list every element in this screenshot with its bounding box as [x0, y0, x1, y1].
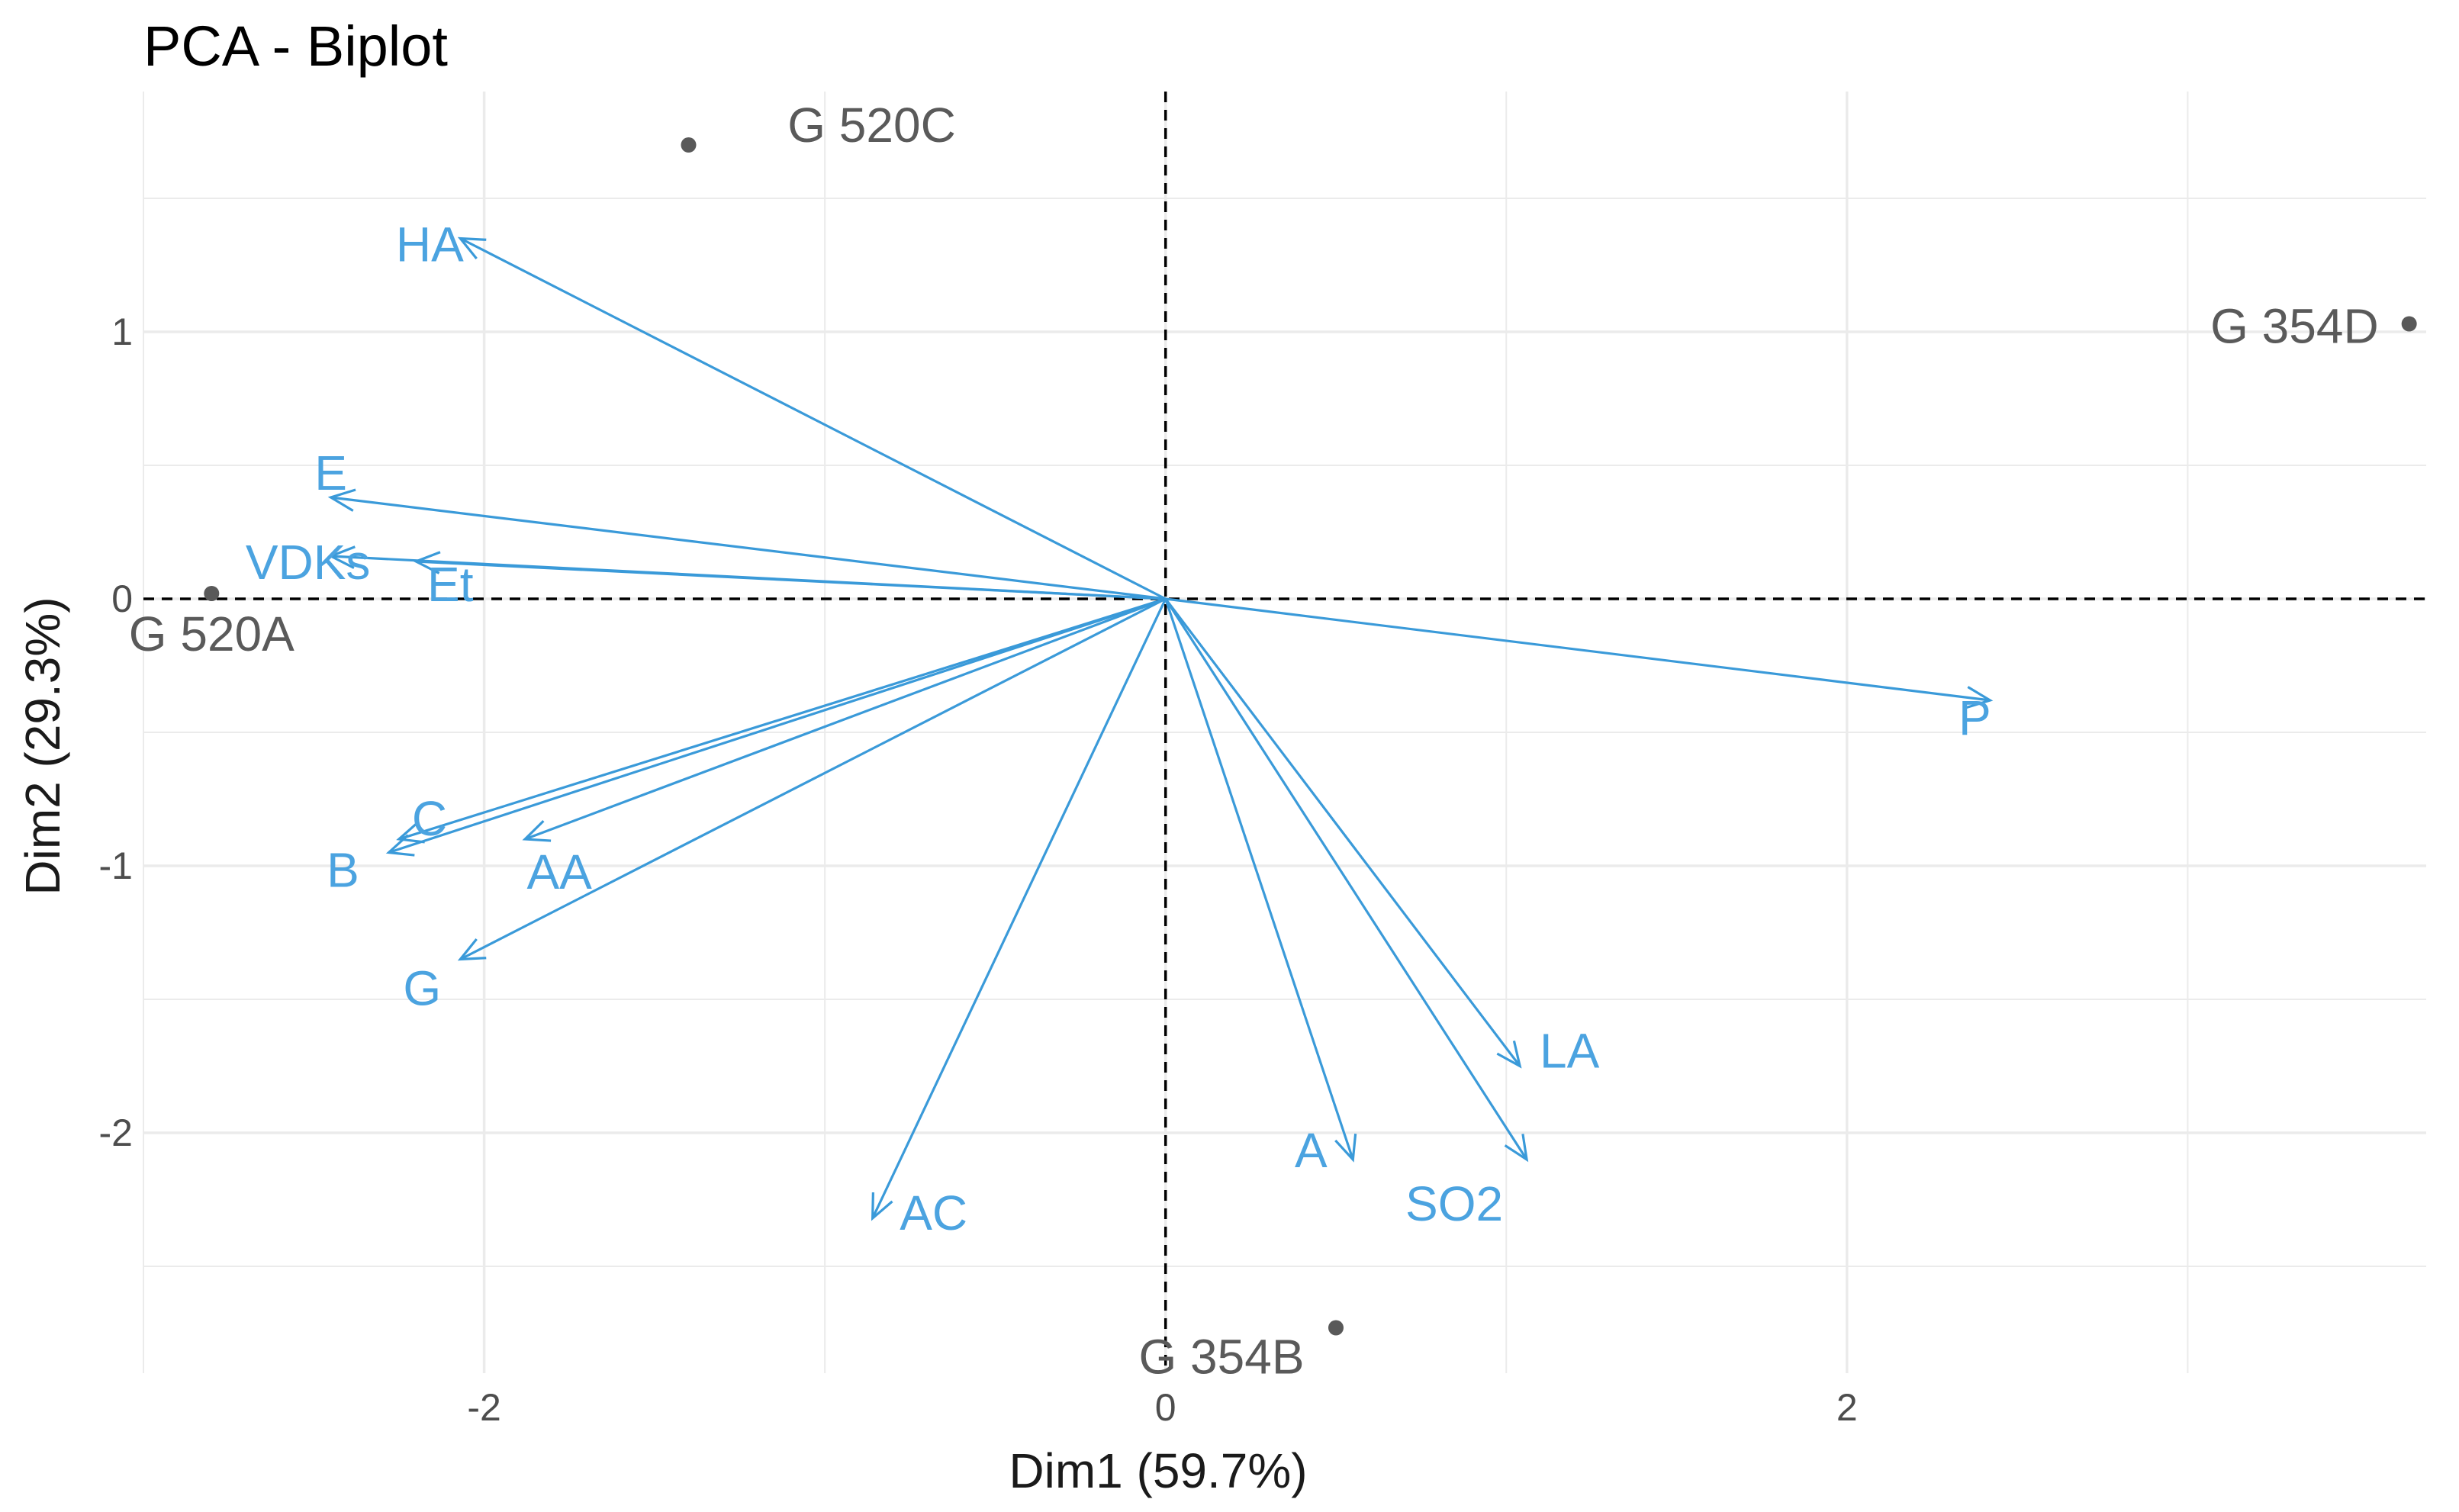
- variable-arrowhead: [457, 236, 487, 259]
- variable-arrow: [330, 496, 1166, 600]
- individual-label: G 520A: [129, 606, 295, 661]
- individual-labels: G 520C G 354D G 520A G 354B: [129, 98, 2379, 1385]
- variable-label: P: [1959, 690, 1991, 745]
- variable-arrowhead: [413, 551, 441, 574]
- variable-arrowhead: [1496, 1041, 1522, 1069]
- variable-arrow: [398, 597, 1167, 841]
- x-tick-label: 0: [1155, 1386, 1176, 1429]
- variable-label: LA: [1540, 1024, 1600, 1079]
- variable-arrow: [459, 237, 1167, 600]
- individual-point: [204, 586, 220, 601]
- x-axis-label: Dim1 (59.7%): [1009, 1443, 1307, 1498]
- y-axis-label: Dim2 (29.3%): [15, 597, 70, 895]
- x-tick-label: -2: [467, 1386, 500, 1429]
- variable-arrowhead: [1334, 1134, 1357, 1163]
- x-axis-ticks: -2 0 2: [467, 1386, 1857, 1429]
- variable-arrows: [327, 236, 1994, 1221]
- individual-label: G 354B: [1138, 1330, 1304, 1385]
- variable-arrow: [871, 598, 1167, 1219]
- variable-arrow: [1164, 598, 1521, 1067]
- individual-point: [681, 137, 697, 153]
- variable-label: SO2: [1405, 1176, 1503, 1231]
- variable-arrow: [1165, 597, 1991, 702]
- y-tick-label: -1: [99, 844, 133, 887]
- reference-lines: [143, 92, 2426, 1373]
- variable-arrowhead: [327, 545, 356, 569]
- variable-arrow: [1164, 598, 1354, 1160]
- variable-label: AC: [900, 1185, 967, 1240]
- variable-label: A: [1295, 1123, 1328, 1178]
- variable-label: B: [327, 843, 359, 898]
- variable-arrow: [416, 560, 1166, 600]
- variable-arrowhead: [327, 488, 356, 512]
- individual-label: G 520C: [787, 98, 956, 153]
- variable-arrowhead: [522, 819, 552, 842]
- y-tick-label: 0: [111, 577, 133, 620]
- individual-point: [1328, 1320, 1344, 1336]
- variable-arrowhead: [1965, 686, 1994, 709]
- variable-arrowhead: [871, 1192, 893, 1221]
- y-tick-label: -2: [99, 1111, 133, 1154]
- variable-arrowhead: [396, 821, 425, 844]
- variable-label: G: [403, 961, 441, 1016]
- individual-label: G 354D: [2210, 299, 2379, 354]
- variable-label: E: [314, 446, 347, 500]
- variable-arrow: [459, 597, 1167, 960]
- variable-arrow: [388, 597, 1167, 854]
- variable-arrow: [1164, 598, 1528, 1160]
- variable-arrowhead: [1504, 1134, 1529, 1163]
- variable-arrow: [524, 597, 1167, 841]
- y-tick-label: 1: [111, 310, 133, 353]
- individual-points: [204, 137, 2417, 1336]
- variable-label: Et: [427, 557, 474, 612]
- variable-arrowhead: [385, 834, 415, 857]
- variable-arrowhead: [457, 938, 487, 961]
- variable-label: VDKs: [246, 535, 371, 590]
- y-axis-ticks: -2 -1 0 1: [99, 310, 133, 1154]
- variable-label: C: [412, 791, 447, 846]
- individual-point: [2401, 316, 2417, 332]
- variable-labels: HA E VDKs Et P CB AA G LA SO2 A AC: [246, 217, 1991, 1241]
- x-tick-label: 2: [1836, 1386, 1858, 1429]
- variable-label: AA: [526, 844, 592, 899]
- grid-minor-lines: [143, 92, 2426, 1373]
- chart-title: PCA - Biplot: [143, 14, 448, 78]
- grid-major-lines: [143, 92, 2426, 1373]
- variable-label: HA: [396, 217, 464, 272]
